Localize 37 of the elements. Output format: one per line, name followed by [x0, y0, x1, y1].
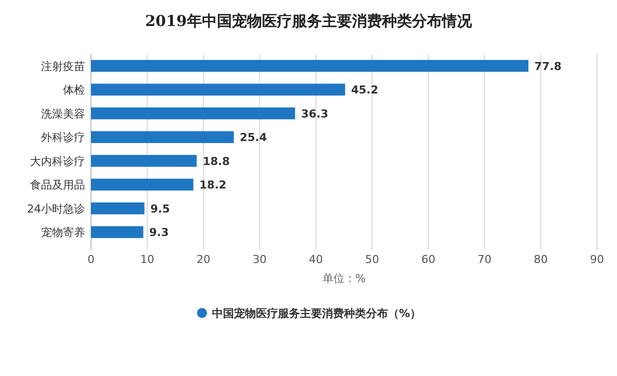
- x-tick-label: 10: [140, 253, 154, 266]
- x-tick-label: 20: [196, 253, 210, 266]
- x-axis-title: 单位：%: [322, 272, 366, 285]
- data-label: 9.3: [149, 226, 169, 240]
- bar: [91, 84, 346, 96]
- legend-label: 中国宠物医疗服务主要消费种类分布（%）: [212, 307, 422, 320]
- y-tick-label: 24小时急诊: [27, 202, 85, 216]
- data-label: 77.8: [534, 60, 562, 73]
- data-label: 18.8: [202, 154, 230, 168]
- bar: [91, 178, 194, 191]
- y-tick-label: 宠物寄养: [41, 226, 85, 240]
- y-tick-label: 注射疫苗: [41, 60, 85, 73]
- bar: [91, 107, 296, 120]
- x-tick-label: 80: [534, 253, 548, 266]
- data-label: 25.4: [240, 131, 268, 144]
- y-tick-label: 洗澡美容: [41, 107, 85, 120]
- x-tick-label: 70: [478, 253, 492, 266]
- x-tick-label: 90: [590, 253, 604, 266]
- x-tick-label: 0: [88, 253, 94, 266]
- y-tick-label: 食品及用品: [30, 178, 85, 192]
- x-tick-label: 30: [252, 253, 267, 266]
- x-tick-label: 50: [365, 253, 380, 266]
- data-label: 45.2: [351, 84, 378, 97]
- bar: [91, 202, 144, 214]
- bar: [91, 226, 144, 238]
- x-tick-label: 60: [421, 253, 436, 266]
- data-label: 18.2: [199, 178, 226, 192]
- x-tick-label: 40: [308, 253, 323, 266]
- y-tick-label: 体检: [63, 84, 85, 97]
- y-tick-label: 外科诊疗: [41, 131, 85, 144]
- chart-title: 2019年中国宠物医疗服务主要消费种类分布情况: [145, 12, 473, 30]
- data-label: 36.3: [301, 107, 328, 120]
- bar: [91, 60, 528, 72]
- bar: [91, 131, 234, 144]
- data-label: 9.5: [150, 202, 170, 216]
- bar: [91, 154, 197, 167]
- y-tick-label: 大内科诊疗: [30, 154, 85, 168]
